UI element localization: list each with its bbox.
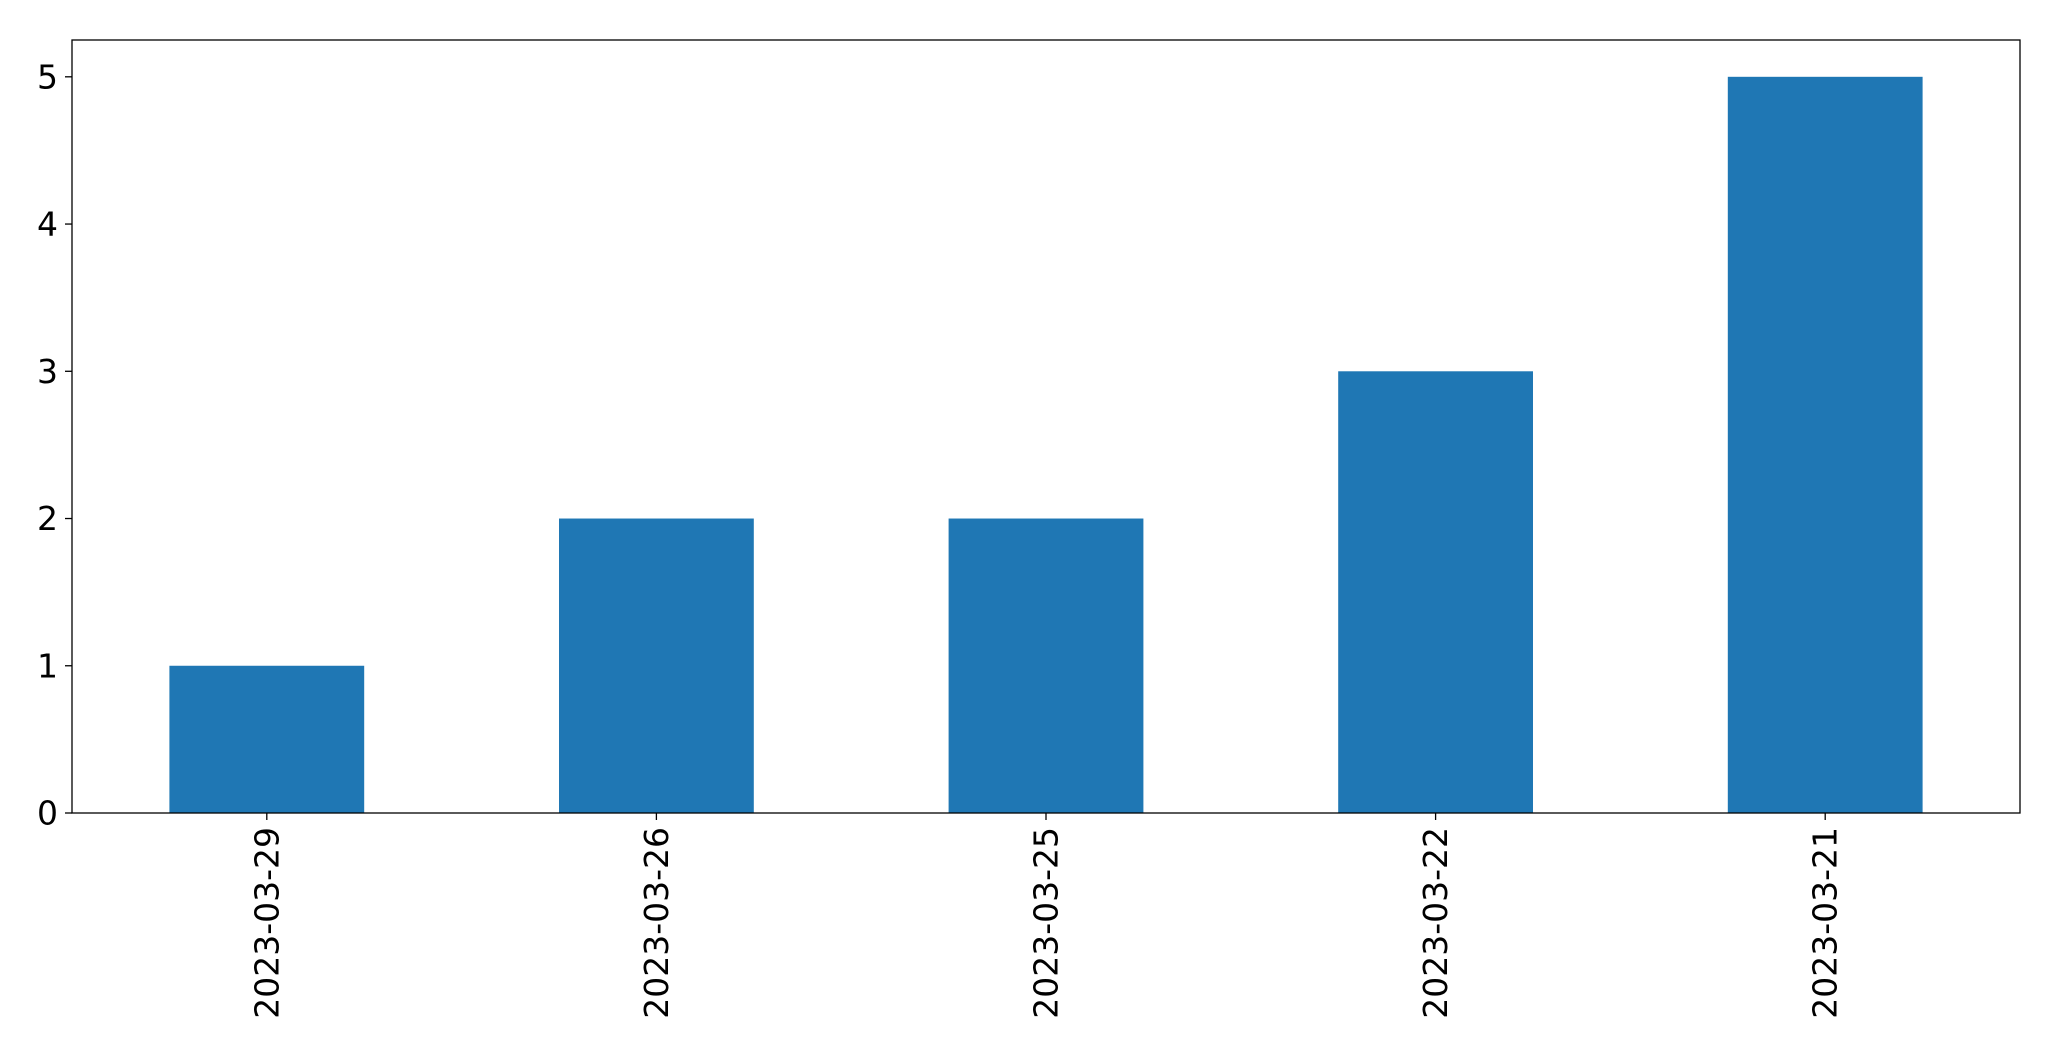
bar-2023-03-21 (1727, 76, 1923, 814)
bar-2023-03-22 (1338, 371, 1533, 813)
y-tick-label: 2 (37, 499, 58, 538)
x-tick-label: 2023-03-26 (637, 827, 676, 1019)
x-tick-label: 2023-03-22 (1416, 827, 1455, 1019)
y-tick-label: 0 (37, 794, 58, 833)
y-tick-label: 4 (37, 205, 58, 244)
plot-frame (71, 39, 2021, 814)
y-tick-label: 3 (37, 352, 58, 391)
y-axis: 0 1 2 3 4 5 (37, 57, 72, 833)
y-tick-label: 5 (37, 57, 58, 96)
bars-group (169, 76, 1923, 814)
x-tick-label: 2023-03-29 (247, 827, 286, 1019)
x-tick-label: 2023-03-21 (1806, 827, 1845, 1019)
bar-2023-03-26 (559, 518, 754, 813)
x-tick-label: 2023-03-25 (1027, 827, 1066, 1019)
bar-2023-03-29 (169, 665, 365, 813)
bar-2023-03-25 (948, 518, 1144, 813)
x-axis: 2023-03-29 2023-03-26 2023-03-25 2023-03-22… (247, 813, 1845, 1019)
y-tick-label: 1 (37, 646, 58, 685)
